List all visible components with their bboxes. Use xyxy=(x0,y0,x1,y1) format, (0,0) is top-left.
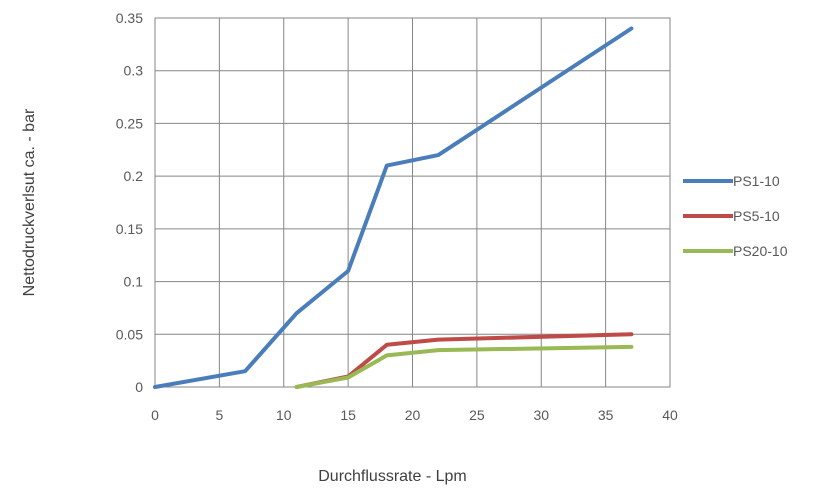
x-tick-label: 10 xyxy=(276,407,292,423)
x-axis-title: Durchflussrate - Lpm xyxy=(318,468,467,485)
y-tick-label: 0.05 xyxy=(116,326,143,342)
gridlines xyxy=(154,17,671,388)
y-tick-label: 0.2 xyxy=(124,168,144,184)
x-tick-label: 30 xyxy=(533,407,549,423)
plot-area-frame xyxy=(154,17,671,388)
y-tick-label: 0.15 xyxy=(116,221,143,237)
x-tick-label: 35 xyxy=(598,407,614,423)
legend-label: PS1-10 xyxy=(733,173,780,189)
series-lines xyxy=(153,26,634,389)
y-axis-title: Nettodruckverlsut ca. - bar xyxy=(21,108,38,296)
legend: PS1-10 PS5-10 PS20-10 xyxy=(683,173,788,259)
series-line-ps1-10 xyxy=(153,26,634,389)
legend-label: PS5-10 xyxy=(733,208,780,224)
y-tick-label: 0.3 xyxy=(124,63,144,79)
x-tick-label: 15 xyxy=(340,407,356,423)
x-tick-label: 5 xyxy=(215,407,223,423)
legend-label: PS20-10 xyxy=(733,243,788,259)
y-tick-label: 0.25 xyxy=(116,115,143,131)
y-tick-label: 0 xyxy=(135,379,143,395)
x-tick-label: 40 xyxy=(662,407,678,423)
x-tick-label: 0 xyxy=(151,407,159,423)
y-tick-label: 0.35 xyxy=(116,10,143,26)
series-line-ps20-10 xyxy=(294,344,634,389)
x-tick-label: 20 xyxy=(405,407,421,423)
y-axis-tick-labels: 0 0.05 0.1 0.15 0.2 0.25 0.3 0.35 xyxy=(116,10,143,395)
x-axis-tick-labels: 0 5 10 15 20 25 30 35 40 xyxy=(151,407,678,423)
x-tick-label: 25 xyxy=(469,407,485,423)
y-tick-label: 0.1 xyxy=(124,274,144,290)
